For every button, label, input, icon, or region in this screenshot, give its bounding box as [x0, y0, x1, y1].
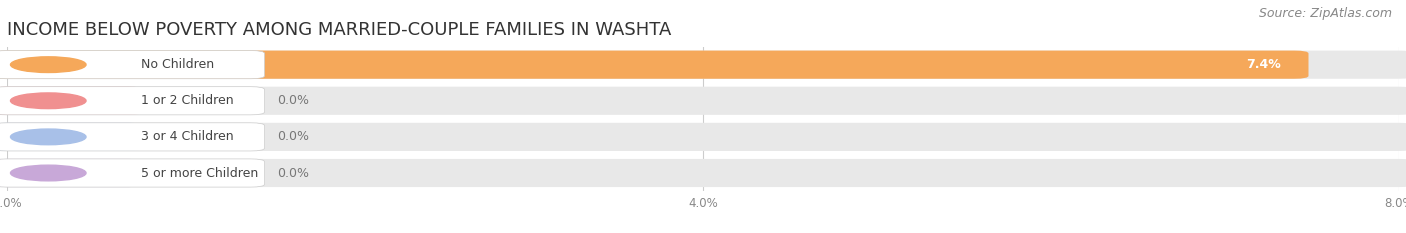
Circle shape: [10, 93, 86, 109]
FancyBboxPatch shape: [0, 51, 1406, 79]
FancyBboxPatch shape: [0, 159, 264, 187]
FancyBboxPatch shape: [0, 87, 143, 115]
Circle shape: [10, 57, 86, 72]
Circle shape: [10, 129, 86, 145]
Text: INCOME BELOW POVERTY AMONG MARRIED-COUPLE FAMILIES IN WASHTA: INCOME BELOW POVERTY AMONG MARRIED-COUPL…: [7, 21, 672, 39]
FancyBboxPatch shape: [0, 51, 1309, 79]
Text: Source: ZipAtlas.com: Source: ZipAtlas.com: [1258, 7, 1392, 20]
Text: 0.0%: 0.0%: [277, 167, 309, 179]
Text: 3 or 4 Children: 3 or 4 Children: [141, 130, 233, 143]
FancyBboxPatch shape: [0, 159, 1406, 187]
Text: 7.4%: 7.4%: [1246, 58, 1281, 71]
FancyBboxPatch shape: [0, 87, 264, 115]
FancyBboxPatch shape: [0, 123, 1406, 151]
FancyBboxPatch shape: [0, 51, 264, 79]
FancyBboxPatch shape: [0, 123, 143, 151]
FancyBboxPatch shape: [0, 87, 1406, 115]
Text: 1 or 2 Children: 1 or 2 Children: [141, 94, 233, 107]
FancyBboxPatch shape: [0, 123, 264, 151]
Circle shape: [10, 165, 86, 181]
Text: 0.0%: 0.0%: [277, 94, 309, 107]
FancyBboxPatch shape: [0, 159, 143, 187]
Text: No Children: No Children: [141, 58, 214, 71]
Text: 5 or more Children: 5 or more Children: [141, 167, 259, 179]
Text: 0.0%: 0.0%: [277, 130, 309, 143]
